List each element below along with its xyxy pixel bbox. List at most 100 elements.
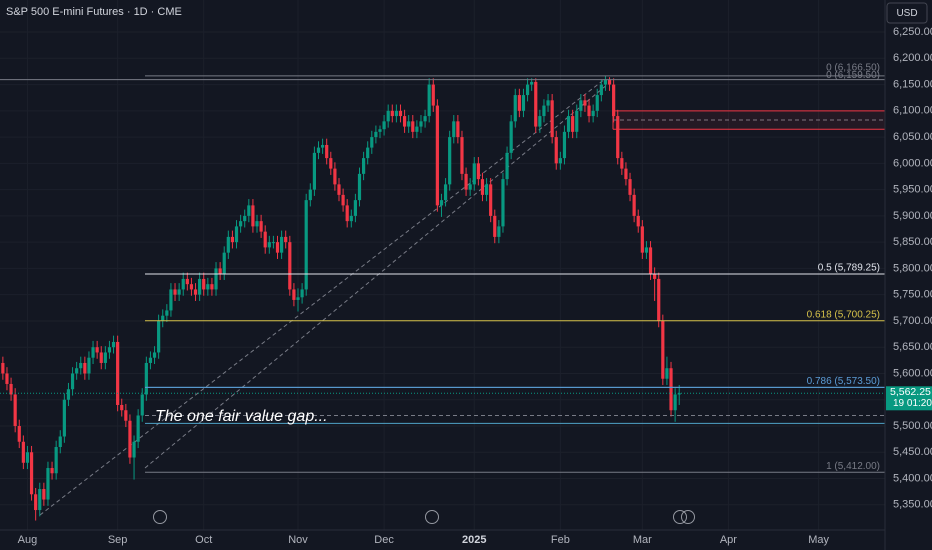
candle-body (267, 242, 271, 248)
candle-body (525, 84, 530, 96)
y-tick-label: 5,350.00 (893, 499, 932, 511)
x-tick-label: May (808, 534, 829, 546)
candle-body (140, 394, 144, 416)
candle-body (9, 383, 13, 395)
candle-body (493, 215, 497, 237)
candle-body (152, 352, 157, 358)
overlay: 0 (6,166.50)0 (6,159.50) 0.5 (5,789.25) 0.… (0, 63, 885, 473)
candle-body (292, 289, 296, 300)
event-icon[interactable] (153, 510, 167, 524)
candle-body (415, 126, 419, 132)
candle-body (124, 410, 128, 421)
candle-body (5, 373, 9, 384)
candle-body (640, 226, 644, 253)
candle-body (370, 137, 374, 148)
candle-body (489, 184, 493, 216)
candle-body (99, 352, 103, 363)
candle-body (607, 79, 612, 85)
candle-body (468, 184, 472, 190)
fib-label: 0.786 (5,573.50) (807, 376, 880, 387)
y-tick-label: 5,750.00 (893, 289, 932, 301)
y-tick-label: 5,700.00 (893, 315, 932, 327)
candle-body (632, 194, 636, 216)
candle-body (361, 158, 366, 174)
candle-body (275, 242, 280, 253)
candle-body (571, 116, 575, 132)
candle-body (501, 179, 505, 227)
candle-body (587, 105, 591, 117)
fib-label: 0 (6,166.50) (826, 63, 880, 74)
candle-body (177, 289, 181, 295)
candle-body (136, 415, 140, 442)
candle-body (620, 158, 624, 169)
candle-body (394, 110, 398, 117)
countdown-label: 19 01:20 (893, 398, 932, 409)
y-tick-label: 5,650.00 (893, 341, 932, 353)
candle-body (288, 242, 292, 290)
x-tick-label: Feb (551, 534, 570, 546)
y-tick-label: 6,050.00 (893, 131, 932, 143)
candle-body (439, 200, 444, 206)
currency-button[interactable] (886, 2, 928, 24)
candle-body (480, 179, 485, 195)
candle-body (386, 110, 390, 122)
candle-body (464, 173, 468, 190)
event-icons (153, 510, 695, 524)
event-icon[interactable] (425, 510, 439, 524)
event-icon[interactable] (681, 510, 695, 524)
candle-body (58, 436, 62, 448)
candle-body (271, 242, 276, 244)
candle-body (329, 158, 333, 169)
candle-body (644, 247, 649, 253)
candle-body (111, 341, 116, 348)
candle-body (247, 205, 251, 216)
candle-body (357, 173, 362, 201)
candle-body (566, 116, 571, 132)
last-price-label: 5,562.25 (890, 386, 931, 398)
candle-body (185, 278, 189, 285)
candle-body (521, 95, 526, 111)
candle-body (484, 184, 489, 195)
candle-body (280, 236, 284, 253)
y-tick-label: 5,400.00 (893, 472, 932, 484)
candle-body (222, 252, 226, 274)
candle-body (169, 289, 173, 311)
fib-label: 0.5 (5,789.25) (818, 263, 880, 274)
candle-body (95, 347, 99, 353)
candle-body (448, 137, 452, 185)
candle-body (13, 394, 17, 426)
drawings (39, 78, 609, 516)
candle-body (70, 373, 75, 390)
candle-body (91, 347, 95, 358)
candle-body (144, 362, 148, 395)
candle-body (193, 289, 198, 295)
currency-label[interactable]: USD (896, 8, 917, 19)
candle-body (374, 131, 378, 138)
x-tick-label: Dec (374, 534, 394, 546)
event-icon[interactable] (673, 510, 687, 524)
candle-body (202, 278, 206, 290)
candle-body (366, 147, 370, 159)
candle-body (661, 320, 665, 379)
candle-body (530, 81, 534, 85)
candle-body (497, 226, 501, 237)
y-tick-label: 5,600.00 (893, 367, 932, 379)
candle-body (120, 404, 124, 411)
candle-body (636, 215, 640, 227)
candle-body (62, 399, 66, 437)
candle-body (189, 284, 194, 290)
candle-body (509, 121, 513, 153)
candle-body (103, 352, 107, 363)
candle-body (554, 137, 558, 164)
candle-body (550, 100, 554, 138)
candle-body (308, 189, 312, 201)
y-tick-label: 6,250.00 (893, 26, 932, 38)
candle-body (206, 284, 210, 290)
candle-body (173, 289, 177, 295)
candle-body (87, 357, 91, 374)
candle-body (673, 394, 677, 411)
candle-body (161, 315, 165, 321)
candle-body (304, 200, 308, 290)
candle-body (29, 452, 34, 495)
trend-line (144, 83, 609, 469)
